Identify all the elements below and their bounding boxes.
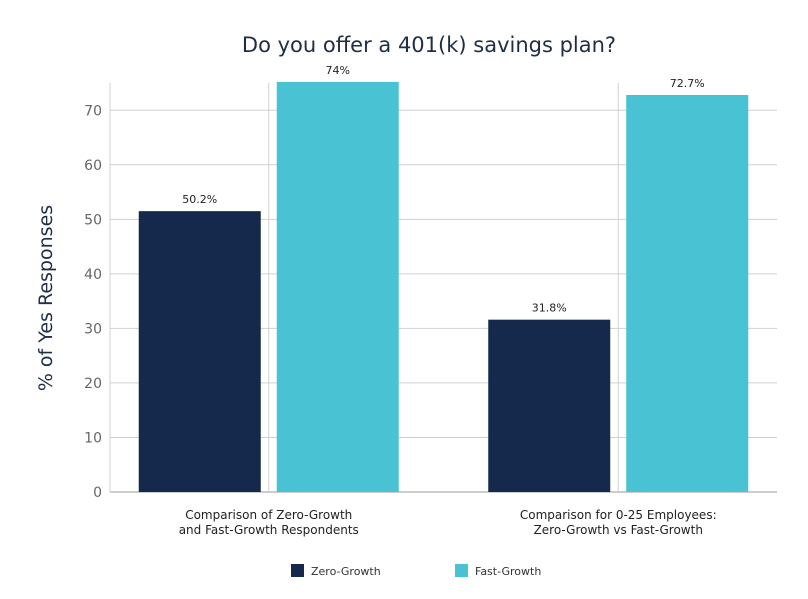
- data-label: 74%: [326, 64, 350, 77]
- y-tick-label: 70: [84, 103, 102, 119]
- bar-fast-growth: [626, 94, 749, 493]
- y-axis-label: % of Yes Responses: [35, 205, 57, 391]
- y-tick-label: 50: [84, 212, 102, 228]
- bar-zero-growth: [138, 211, 261, 493]
- data-label: 31.8%: [532, 302, 567, 315]
- legend-swatch: [455, 564, 468, 577]
- data-label: 72.7%: [670, 77, 705, 90]
- legend-swatch: [291, 564, 304, 577]
- y-tick-label: 20: [84, 376, 102, 392]
- y-tick-label: 40: [84, 267, 102, 283]
- y-tick-label: 60: [84, 158, 102, 174]
- bar-fast-growth: [276, 81, 399, 492]
- legend-label: Fast-Growth: [475, 565, 541, 578]
- chart-title: Do you offer a 401(k) savings plan?: [242, 33, 616, 57]
- y-tick-label: 10: [84, 430, 102, 446]
- x-category-label: and Fast-Growth Respondents: [179, 523, 359, 537]
- bar-zero-growth: [488, 319, 611, 492]
- legend-label: Zero-Growth: [311, 565, 381, 578]
- y-tick-label: 0: [93, 485, 102, 501]
- x-category-label: Comparison for 0-25 Employees:: [520, 508, 717, 522]
- y-axis-ticks: 0 10 20 30 40 50 60 70: [84, 103, 102, 501]
- legend: Zero-Growth Fast-Growth: [291, 564, 541, 578]
- bars: 50.2% 74% 31.8% 72.7%: [138, 64, 749, 493]
- x-category-label: Zero-Growth vs Fast-Growth: [534, 523, 703, 537]
- data-label: 50.2%: [182, 193, 217, 206]
- x-category-label: Comparison of Zero-Growth: [185, 508, 352, 522]
- y-tick-label: 30: [84, 321, 102, 337]
